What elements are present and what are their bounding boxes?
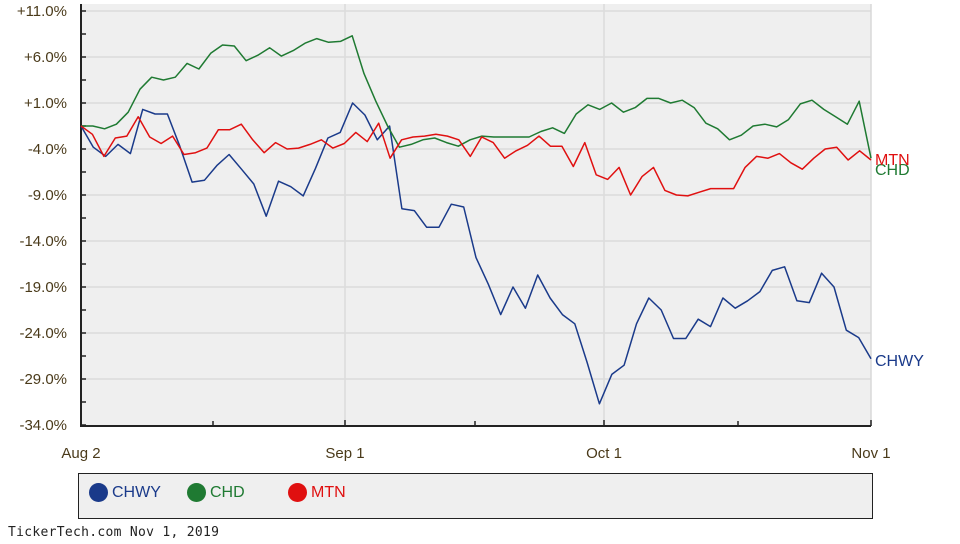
end-label-chwy: CHWY (875, 353, 924, 370)
x-tick-label: Nov 1 (851, 445, 890, 462)
line-chart: +11.0% +6.0% +1.0% -4.0% -9.0% -14.0% -19.0% -2… (17, 3, 924, 462)
y-tick-label: -14.0% (19, 233, 67, 250)
chd-dot-icon (187, 483, 206, 502)
y-tick-label: -24.0% (19, 325, 67, 342)
x-tick-label: Aug 2 (61, 445, 100, 462)
legend-label: CHD (210, 483, 245, 501)
series-lines (80, 35, 872, 405)
y-tick-label: +1.0% (24, 95, 67, 112)
end-label-mtn: MTN (875, 152, 910, 169)
y-tick-label: -19.0% (19, 279, 67, 296)
end-label-chd: CHD (875, 162, 910, 179)
legend-label: CHWY (112, 483, 161, 501)
y-tick-label: +6.0% (24, 49, 67, 66)
mtn-dot-icon (288, 483, 307, 502)
y-tick-label: -9.0% (28, 187, 67, 204)
x-tick-label: Oct 1 (586, 445, 622, 462)
y-axis: +11.0% +6.0% +1.0% -4.0% -9.0% -14.0% -19.0% -2… (17, 3, 86, 434)
y-tick-label: -29.0% (19, 371, 67, 388)
x-tick-label: Sep 1 (325, 445, 364, 462)
chwy-dot-icon (89, 483, 108, 502)
series-line-chwy (80, 102, 872, 405)
x-axis: Aug 2 Sep 1 Oct 1 Nov 1 (61, 420, 891, 462)
legend-item-chwy: CHWY (89, 483, 161, 502)
legend-item-chd: CHD (187, 483, 245, 502)
plot-area (81, 4, 871, 425)
gridlines (81, 4, 872, 426)
y-tick-label: -4.0% (28, 141, 67, 158)
y-tick-label: +11.0% (17, 3, 67, 20)
footer-source: TickerTech.com Nov 1, 2019 (8, 525, 220, 540)
legend-item-mtn: MTN (288, 483, 346, 502)
legend: CHWY CHD MTN (78, 473, 873, 519)
legend-label: MTN (311, 483, 346, 501)
series-line-mtn (80, 116, 872, 197)
y-tick-label: -34.0% (19, 417, 67, 434)
series-line-chd (81, 35, 872, 159)
